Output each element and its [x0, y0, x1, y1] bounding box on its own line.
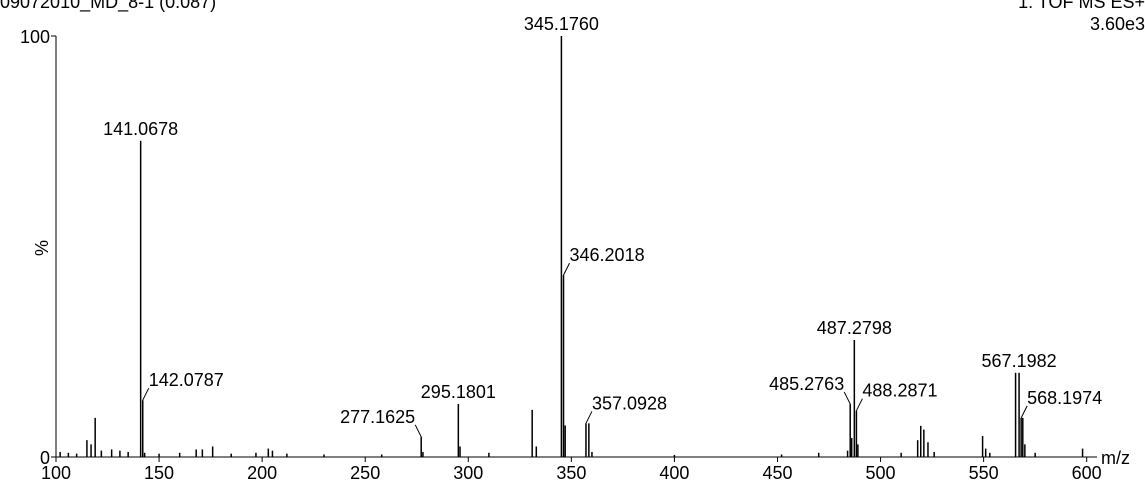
chart-subtitle: 1: TOF MS ES+ — [1018, 0, 1145, 12]
peak-label: 142.0787 — [149, 370, 224, 390]
y-axis-label: % — [32, 240, 52, 256]
x-tick-label: 200 — [247, 463, 277, 483]
peak-leader — [563, 262, 570, 276]
peak-label: 568.1974 — [1027, 388, 1102, 408]
peak-label: 488.2871 — [862, 381, 937, 401]
x-tick-label: 350 — [556, 463, 586, 483]
x-tick-label: 100 — [41, 463, 71, 483]
chart-title: 09072010_MD_8-1 (0.087) — [0, 0, 216, 13]
x-tick-label: 300 — [453, 463, 483, 483]
y-tick-label: 0 — [40, 448, 50, 468]
peak-label: 141.0678 — [103, 119, 178, 139]
peak-label: 567.1982 — [982, 351, 1057, 371]
peak-label: 345.1760 — [524, 14, 599, 34]
x-tick-label: 600 — [1072, 463, 1102, 483]
peak-leader — [1020, 405, 1028, 419]
x-axis-label: m/z — [1101, 448, 1130, 468]
intensity-label: 3.60e3 — [1090, 14, 1145, 34]
x-tick-label: 150 — [144, 463, 174, 483]
peak-leader — [142, 387, 150, 401]
peak-leader — [843, 391, 851, 405]
peak-label: 346.2018 — [570, 245, 645, 265]
x-tick-label: 450 — [762, 463, 792, 483]
peak-leader — [855, 398, 863, 411]
peak-label: 487.2798 — [817, 318, 892, 338]
x-tick-label: 550 — [969, 463, 999, 483]
x-tick-label: 250 — [350, 463, 380, 483]
peak-leader — [414, 424, 422, 438]
peak-label: 357.0928 — [592, 393, 667, 413]
y-tick-label: 100 — [20, 27, 50, 47]
peak-label: 277.1625 — [340, 407, 415, 427]
peak-label: 485.2763 — [769, 374, 844, 394]
x-tick-label: 400 — [659, 463, 689, 483]
x-tick-label: 500 — [866, 463, 896, 483]
peak-label: 295.1801 — [421, 382, 496, 402]
peak-leader — [585, 411, 593, 424]
